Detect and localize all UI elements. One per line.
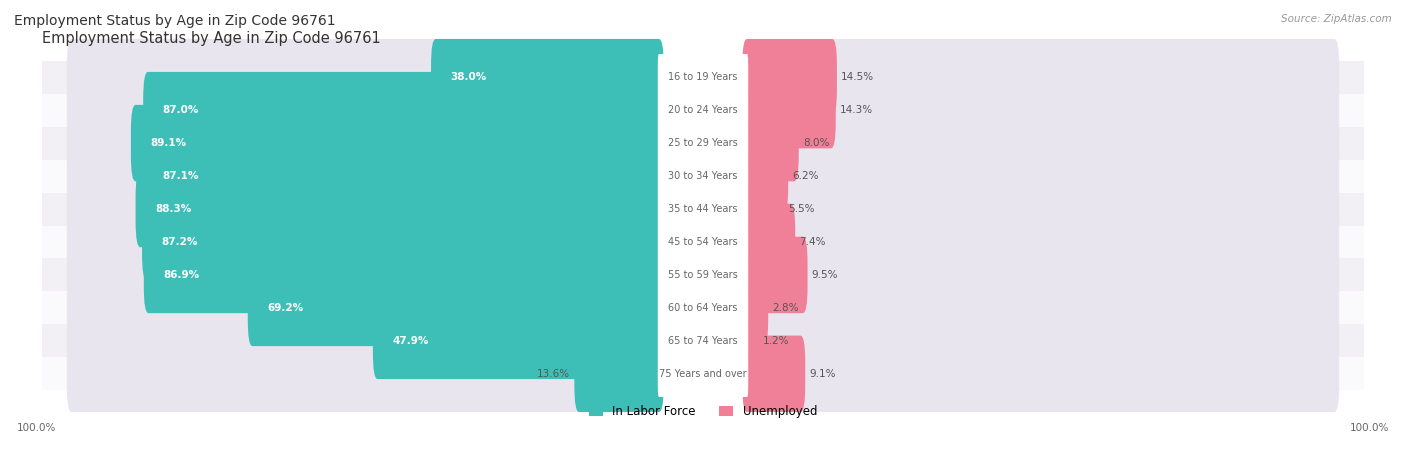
FancyBboxPatch shape [67, 72, 664, 148]
FancyBboxPatch shape [742, 303, 1339, 379]
FancyBboxPatch shape [742, 270, 1339, 346]
FancyBboxPatch shape [742, 237, 807, 313]
FancyBboxPatch shape [742, 105, 1339, 181]
Text: Source: ZipAtlas.com: Source: ZipAtlas.com [1281, 14, 1392, 23]
Text: 38.0%: 38.0% [450, 72, 486, 82]
Text: 9.1%: 9.1% [810, 369, 835, 379]
Text: 100.0%: 100.0% [17, 423, 56, 433]
Text: 14.3%: 14.3% [839, 105, 873, 115]
Bar [42, 291, 1364, 324]
FancyBboxPatch shape [67, 237, 664, 313]
FancyBboxPatch shape [373, 303, 664, 379]
FancyBboxPatch shape [742, 171, 785, 247]
FancyBboxPatch shape [742, 270, 768, 346]
Text: 100.0%: 100.0% [1350, 423, 1389, 433]
FancyBboxPatch shape [575, 336, 664, 412]
Text: 16 to 19 Years: 16 to 19 Years [668, 72, 738, 82]
FancyBboxPatch shape [658, 345, 748, 402]
Text: 55 to 59 Years: 55 to 59 Years [668, 270, 738, 280]
FancyBboxPatch shape [432, 39, 664, 115]
FancyBboxPatch shape [658, 280, 748, 336]
Text: 25 to 29 Years: 25 to 29 Years [668, 138, 738, 148]
Text: 6.2%: 6.2% [793, 171, 818, 181]
FancyBboxPatch shape [143, 237, 664, 313]
FancyBboxPatch shape [67, 270, 664, 346]
Bar [42, 94, 1364, 127]
Text: 89.1%: 89.1% [150, 138, 187, 148]
FancyBboxPatch shape [742, 39, 1339, 115]
Text: 87.0%: 87.0% [163, 105, 200, 115]
FancyBboxPatch shape [742, 336, 1339, 412]
FancyBboxPatch shape [67, 336, 664, 412]
Bar [42, 324, 1364, 357]
FancyBboxPatch shape [67, 138, 664, 214]
FancyBboxPatch shape [742, 72, 1339, 148]
FancyBboxPatch shape [131, 105, 664, 181]
Text: 35 to 44 Years: 35 to 44 Years [668, 204, 738, 214]
FancyBboxPatch shape [742, 204, 1339, 280]
Text: 60 to 64 Years: 60 to 64 Years [668, 303, 738, 313]
Bar [42, 160, 1364, 193]
Bar [42, 61, 1364, 94]
FancyBboxPatch shape [658, 49, 748, 106]
Text: 45 to 54 Years: 45 to 54 Years [668, 237, 738, 247]
Text: 30 to 34 Years: 30 to 34 Years [668, 171, 738, 181]
FancyBboxPatch shape [142, 138, 664, 214]
FancyBboxPatch shape [658, 148, 748, 204]
FancyBboxPatch shape [135, 171, 664, 247]
FancyBboxPatch shape [67, 39, 664, 115]
Legend: In Labor Force, Unemployed: In Labor Force, Unemployed [589, 405, 817, 419]
FancyBboxPatch shape [742, 171, 1339, 247]
FancyBboxPatch shape [658, 115, 748, 171]
FancyBboxPatch shape [67, 105, 664, 181]
Text: 65 to 74 Years: 65 to 74 Years [668, 336, 738, 346]
FancyBboxPatch shape [742, 72, 835, 148]
Text: 14.5%: 14.5% [841, 72, 875, 82]
FancyBboxPatch shape [658, 247, 748, 303]
FancyBboxPatch shape [67, 303, 664, 379]
Text: 69.2%: 69.2% [267, 303, 304, 313]
Text: 5.5%: 5.5% [789, 204, 814, 214]
Bar [42, 127, 1364, 160]
FancyBboxPatch shape [742, 303, 759, 379]
FancyBboxPatch shape [658, 181, 748, 237]
Text: 47.9%: 47.9% [392, 336, 429, 346]
FancyBboxPatch shape [742, 237, 1339, 313]
Text: 20 to 24 Years: 20 to 24 Years [668, 105, 738, 115]
FancyBboxPatch shape [742, 204, 796, 280]
FancyBboxPatch shape [247, 270, 664, 346]
Text: 7.4%: 7.4% [800, 237, 825, 247]
FancyBboxPatch shape [658, 313, 748, 369]
FancyBboxPatch shape [67, 171, 664, 247]
FancyBboxPatch shape [142, 204, 664, 280]
FancyBboxPatch shape [742, 138, 789, 214]
Text: 9.5%: 9.5% [811, 270, 838, 280]
Bar [42, 357, 1364, 390]
FancyBboxPatch shape [742, 105, 799, 181]
FancyBboxPatch shape [143, 72, 664, 148]
Text: 8.0%: 8.0% [803, 138, 830, 148]
FancyBboxPatch shape [658, 82, 748, 138]
FancyBboxPatch shape [658, 214, 748, 270]
Text: 2.8%: 2.8% [772, 303, 799, 313]
FancyBboxPatch shape [742, 39, 837, 115]
Text: 75 Years and over: 75 Years and over [659, 369, 747, 379]
Text: 13.6%: 13.6% [537, 369, 571, 379]
Bar [42, 193, 1364, 226]
Text: 1.2%: 1.2% [763, 336, 789, 346]
FancyBboxPatch shape [742, 336, 806, 412]
Text: Employment Status by Age in Zip Code 96761: Employment Status by Age in Zip Code 967… [14, 14, 336, 28]
Text: Employment Status by Age in Zip Code 96761: Employment Status by Age in Zip Code 967… [42, 31, 381, 46]
Bar [42, 258, 1364, 291]
Text: 87.1%: 87.1% [162, 171, 198, 181]
Text: 87.2%: 87.2% [162, 237, 198, 247]
FancyBboxPatch shape [742, 138, 1339, 214]
Text: 88.3%: 88.3% [155, 204, 191, 214]
Bar [42, 226, 1364, 258]
FancyBboxPatch shape [67, 204, 664, 280]
Text: 86.9%: 86.9% [163, 270, 200, 280]
